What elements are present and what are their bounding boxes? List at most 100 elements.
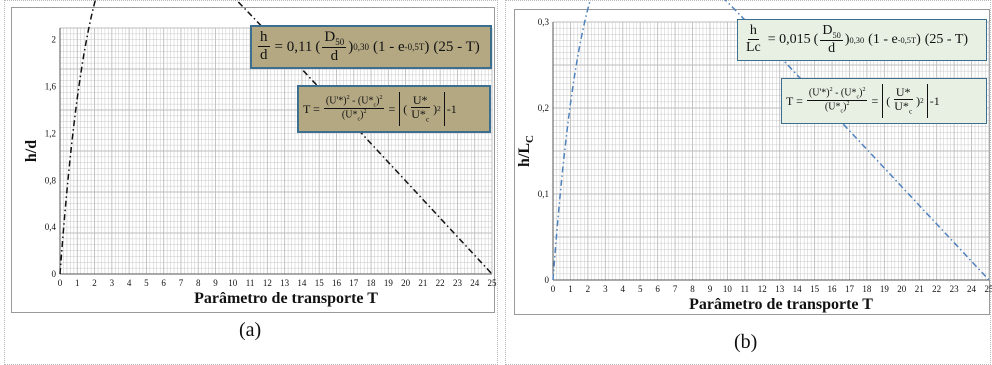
- eq-a2-inner-num: U*: [410, 93, 430, 108]
- y-tick-label: 0,8: [45, 175, 57, 185]
- x-tick-label: 6: [161, 278, 166, 288]
- x-tick-label: 7: [179, 278, 184, 288]
- x-tick-label: 13: [775, 284, 785, 294]
- x-tick-label: 1: [568, 284, 573, 294]
- eq-b2-eq: =: [871, 93, 879, 108]
- x-tick-label: 8: [196, 278, 201, 288]
- y-axis-label-sub: C: [524, 135, 536, 143]
- eq-a2-den: (U*: [341, 109, 358, 121]
- eq-a2-lhs: T =: [303, 101, 320, 116]
- grid-a: [59, 27, 493, 275]
- x-tick-label: 12: [758, 284, 767, 294]
- eq-a1-term3: (25 - T): [433, 38, 480, 55]
- x-tick-label: 0: [58, 278, 63, 288]
- eq-b2-tail: -1: [929, 93, 940, 108]
- eq-a2-inner-den: U*: [411, 106, 426, 121]
- eq-b2-den: (U*: [824, 101, 841, 113]
- eq-b1-term3: (25 - T): [924, 32, 969, 47]
- caption-a: (a): [239, 319, 262, 341]
- eq-a2-num-end: ): [376, 95, 380, 107]
- eq-a1-term2-exp: -0,5T: [404, 42, 425, 52]
- eq-b1-ratio-den: d: [828, 41, 836, 57]
- eq-a2-num-mid: - (U*: [349, 95, 374, 107]
- x-tick-label: 2: [92, 278, 97, 288]
- eq-a2-tail: -1: [446, 101, 457, 116]
- eq-b1-coef: = 0,015: [767, 32, 811, 47]
- eq-b2-num: (U'*): [808, 87, 830, 99]
- x-tick-label: 9: [213, 278, 218, 288]
- equation-box-b1: h Lc = 0,015 ( D50 d ) 0,30 (1 - e -0,5T) (2…: [737, 19, 987, 61]
- x-tick-label: 9: [708, 284, 713, 294]
- x-axis-label: Parâmetro de transporte T: [689, 296, 873, 313]
- eq-a2-den-exp: 2: [363, 109, 367, 116]
- y-tick-label: 0: [545, 275, 550, 285]
- chart-b-svg: 0 1 2 3 4 5 6 7 8 9 10 11 12 13 14 15 16 17 18 19 20 21 22 23 24…: [516, 0, 992, 313]
- x-tick-label: 17: [349, 278, 359, 288]
- x-tick-label: 6: [655, 284, 660, 294]
- eq-b1-ratio-sub: 50: [832, 30, 841, 40]
- x-tick-label: 5: [638, 284, 643, 294]
- x-tick-label: 25: [985, 284, 992, 294]
- eq-a1-coef: = 0,11: [274, 38, 313, 55]
- eq-b1-lhs-num: h: [747, 23, 759, 41]
- eq-a2-num-exp: 2: [346, 94, 350, 101]
- eq-b1-term2-end: ): [916, 32, 921, 47]
- eq-b2-outer-exp: 2: [920, 97, 924, 105]
- x-tick-label: 21: [915, 284, 924, 294]
- x-tick-label: 4: [127, 278, 132, 288]
- x-tick-label: 24: [967, 284, 977, 294]
- eq-b2-den-end: ): [843, 101, 847, 113]
- eq-b1-term2: (1 - e: [868, 32, 898, 47]
- eq-b2-den-sub: c: [840, 108, 844, 115]
- eq-b2-inner-den: U*: [894, 98, 909, 113]
- x-tick-label: 14: [793, 284, 803, 294]
- eq-a2-den-end: ): [360, 109, 364, 121]
- x-tick-label: 10: [723, 284, 733, 294]
- eq-b2-num-end: ): [859, 87, 863, 99]
- eq-b1-lhs-den: Lc: [746, 40, 761, 56]
- x-tick-label: 1: [75, 278, 80, 288]
- x-tick-label: 20: [401, 278, 411, 288]
- x-tick-label: 25: [488, 278, 498, 288]
- eq-a2-eq: =: [388, 101, 396, 116]
- eq-b2-den-exp: 2: [846, 101, 850, 108]
- eq-b2-num-mid: - (U*: [832, 87, 857, 99]
- eq-b1-ratio-num: D: [822, 22, 833, 38]
- eq-b2-inner-den-sub: c: [908, 107, 913, 116]
- x-tick-label: 19: [880, 284, 890, 294]
- x-tick-label: 19: [384, 278, 394, 288]
- eq-a1-term2-end: ): [424, 38, 430, 55]
- equation-box-a2: T = (U'*)2 - (U*c)2 (U*c)2 = (U* U*c) 2 -1: [297, 85, 491, 133]
- x-tick-label: 11: [741, 284, 750, 294]
- eq-a2-num-end-exp: 2: [379, 94, 383, 101]
- x-tick-label: 23: [453, 278, 463, 288]
- y-axis-label: h/LC: [516, 135, 536, 167]
- x-tick-label: 11: [246, 278, 255, 288]
- eq-a1-lhs-num: h: [258, 29, 270, 48]
- eq-a2-num-sub: c: [373, 102, 377, 109]
- chart-frame-a: 0 1 2 3 4 5 6 7 8 9 10 11 12 13 14 15 16 17 18 19 20 21 22 23 24…: [11, 0, 498, 313]
- x-tick-label: 10: [228, 278, 238, 288]
- eq-a1-lhs-den: d: [260, 47, 268, 64]
- x-tick-label: 23: [950, 284, 960, 294]
- y-tick-label: 0,3: [538, 17, 550, 27]
- y-tick-label: 0,1: [538, 189, 549, 199]
- caption-b: (b): [734, 331, 758, 353]
- x-tick-label: 21: [418, 278, 427, 288]
- eq-a1-term2: (1 - e: [373, 38, 405, 55]
- eq-b2-lhs: T =: [786, 93, 803, 108]
- eq-a1-ratio-num: D: [324, 28, 336, 45]
- x-tick-label: 18: [862, 284, 872, 294]
- x-tick-label: 17: [845, 284, 855, 294]
- x-axis-label: Parâmetro de transporte T: [194, 290, 378, 307]
- equation-box-b2: T = (U'*)2 - (U*c)2 (U*c)2 = (U* U*c) 2 -1: [781, 78, 987, 124]
- x-tick-label: 20: [897, 284, 907, 294]
- eq-a1-ratio-den: d: [330, 47, 339, 64]
- figure-panel-a: 0 1 2 3 4 5 6 7 8 9 10 11 12 13 14 15 16 17 18 19 20 21 22 23 24…: [4, 0, 498, 365]
- x-tick-label: 16: [828, 284, 838, 294]
- y-tick-label: 0,4: [45, 222, 57, 232]
- y-tick-label: 0,2: [538, 103, 549, 113]
- x-tick-label: 5: [144, 278, 149, 288]
- chart-a-svg: 0 1 2 3 4 5 6 7 8 9 10 11 12 13 14 15 16 17 18 19 20 21 22 23 24…: [23, 0, 498, 307]
